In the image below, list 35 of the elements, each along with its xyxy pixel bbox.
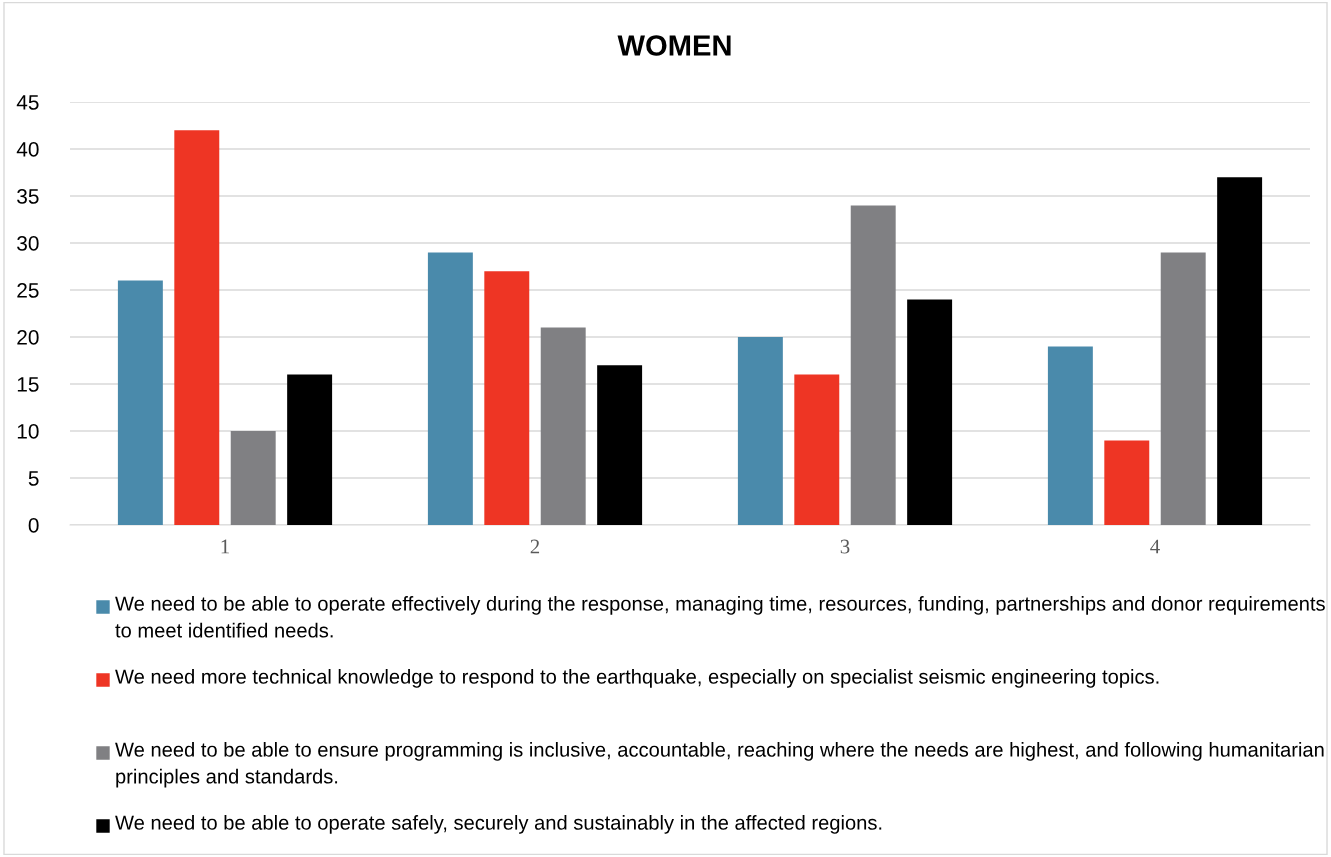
bar bbox=[174, 130, 220, 525]
x-tick-label: 4 bbox=[1150, 539, 1160, 554]
y-tick-label: 35 bbox=[17, 189, 39, 204]
bar bbox=[737, 337, 783, 525]
bar bbox=[1217, 177, 1263, 525]
legend-label: We need to be able to ensure programming is inclusive, accountable, reaching where the needs are highest, and following humanitarian principles and standards. bbox=[115, 742, 1324, 788]
legend-label: We need to be able to operate effectively during the response, managing time, resources, funding, partnerships and donor requirements to meet identified needs. bbox=[115, 596, 1325, 638]
bar bbox=[117, 280, 163, 525]
x-tick-label: 2 bbox=[530, 539, 540, 554]
y-tick-label: 25 bbox=[17, 283, 39, 298]
y-tick-label: 0 bbox=[28, 518, 39, 533]
bar bbox=[230, 431, 276, 525]
bar bbox=[484, 271, 530, 525]
bar bbox=[427, 252, 473, 525]
bar bbox=[597, 365, 643, 525]
y-tick-label: 5 bbox=[28, 471, 39, 486]
y-tick-label: 40 bbox=[16, 142, 39, 157]
chart-title: WOMEN bbox=[617, 35, 731, 56]
y-tick-label: 20 bbox=[17, 330, 39, 345]
y-tick-label: 30 bbox=[17, 236, 39, 251]
bar bbox=[540, 327, 586, 525]
x-tick-label: 3 bbox=[840, 539, 850, 554]
legend-label: We need more technical knowledge to respond to the earthquake, especially on specialist seismic engineering topics. bbox=[115, 669, 1159, 688]
bar bbox=[287, 374, 333, 525]
y-tick-label: 10 bbox=[17, 424, 39, 439]
bar bbox=[794, 374, 840, 525]
bar bbox=[1047, 346, 1093, 525]
x-tick-label: 1 bbox=[221, 539, 229, 554]
y-tick-label: 15 bbox=[17, 377, 39, 392]
legend-label: We need to be able to operate safely, securely and sustainably in the affected regions. bbox=[115, 815, 882, 834]
bar bbox=[1104, 440, 1150, 525]
bar bbox=[1160, 252, 1206, 525]
bar bbox=[850, 205, 896, 525]
bar bbox=[907, 299, 953, 525]
y-tick-label: 45 bbox=[16, 95, 39, 110]
